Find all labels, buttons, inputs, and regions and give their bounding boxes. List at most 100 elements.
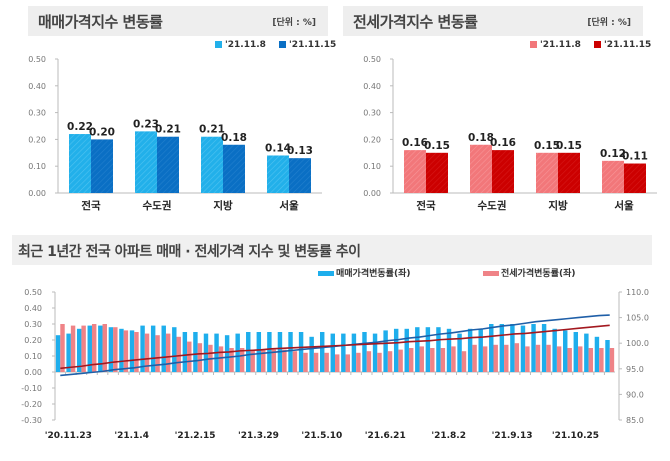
jeonse-change-bar bbox=[387, 351, 393, 372]
y-tick-label: 0.50 bbox=[28, 55, 46, 64]
sale-change-bar bbox=[478, 328, 483, 372]
left-y-tick-label: 0.30 bbox=[24, 320, 42, 329]
jeonse-change-bar bbox=[292, 351, 298, 372]
jeonse-change-bar bbox=[134, 332, 139, 372]
bar bbox=[426, 152, 448, 193]
left-y-tick-label: 0.40 bbox=[24, 304, 42, 313]
sale-change-bar bbox=[605, 340, 610, 372]
bar bbox=[492, 150, 514, 193]
y-tick-label: 0.50 bbox=[363, 55, 381, 64]
jeonse-change-bar bbox=[91, 324, 97, 372]
data-label: 0.14 bbox=[265, 142, 291, 154]
jeonse-change-bar bbox=[282, 349, 287, 372]
right-y-tick-label: 110.0 bbox=[626, 288, 649, 297]
bar bbox=[602, 160, 624, 193]
x-tick-label: 수도권 bbox=[143, 200, 172, 212]
sale-change-bar bbox=[319, 332, 325, 372]
jeonse-change-bar bbox=[144, 333, 150, 372]
x-tick-label: '21.2.15 bbox=[175, 431, 216, 441]
jeonse-change-bar bbox=[588, 348, 594, 372]
data-label: 0.21 bbox=[155, 124, 181, 136]
x-tick-label: 전국 bbox=[416, 199, 436, 212]
jeonse-change-bar bbox=[345, 354, 351, 372]
jeonse-change-bar bbox=[567, 348, 572, 372]
jeonse-change-bar bbox=[377, 352, 382, 372]
sale-change-bar bbox=[288, 332, 293, 372]
trend-chart: -0.30 -0.20 -0.10 0.00 0.10 0.20 0.30 0.40 0.50 8… bbox=[21, 288, 649, 441]
jeonse-change-bar bbox=[504, 344, 509, 372]
data-label: 0.21 bbox=[199, 124, 225, 136]
jeonse-change-bar bbox=[303, 352, 308, 372]
trend-panel-title: 최근 1년간 전국 아파트 매매 · 전세가격 지수 및 변동률 추이 bbox=[18, 244, 361, 260]
sale-change-bar bbox=[573, 332, 579, 372]
sale-change-bar bbox=[76, 328, 82, 372]
legend-label: '21.11.8 bbox=[225, 40, 266, 50]
sale-change-bar bbox=[309, 336, 314, 372]
x-tick-label: 지방 bbox=[548, 199, 568, 212]
x-tick-label: '21.6.21 bbox=[365, 431, 406, 441]
jeonse-change-bar bbox=[123, 330, 129, 372]
sale-change-bar bbox=[98, 325, 103, 372]
jeonse-change-bar bbox=[546, 344, 551, 372]
legend-label: '21.11.8 bbox=[540, 40, 581, 50]
sale-change-bar bbox=[119, 328, 124, 372]
jeonse-change-bar bbox=[430, 348, 435, 372]
left-y-tick-label: -0.10 bbox=[21, 384, 42, 393]
x-tick-label: '21.3.29 bbox=[238, 431, 279, 441]
bar bbox=[404, 150, 426, 193]
sale-change-bar bbox=[393, 328, 399, 372]
right-y-tick-label: 85.0 bbox=[626, 416, 644, 425]
sale-change-bar bbox=[182, 332, 188, 372]
sale-change-bar bbox=[531, 324, 536, 372]
sale-change-bar bbox=[415, 327, 420, 372]
y-tick-label: 0.40 bbox=[28, 82, 46, 91]
sale-change-bar bbox=[351, 333, 357, 372]
sale-change-bar bbox=[129, 330, 135, 372]
x-tick-label: '21.9.13 bbox=[492, 431, 533, 441]
sale-change-bar bbox=[161, 325, 166, 372]
bar bbox=[201, 136, 223, 193]
x-tick-label: 서울 bbox=[614, 199, 634, 212]
right-y-tick-label: 100.0 bbox=[626, 339, 649, 348]
data-label: 0.20 bbox=[89, 126, 115, 138]
right-y-tick-label: 90.0 bbox=[626, 390, 644, 399]
jeonse-change-bar bbox=[335, 354, 340, 372]
jeonse-change-bar bbox=[165, 333, 171, 372]
bar bbox=[69, 134, 91, 193]
bar bbox=[289, 158, 311, 193]
sale-change-bar bbox=[563, 330, 568, 372]
bar bbox=[624, 163, 646, 193]
left-y-tick-label: -0.20 bbox=[21, 400, 42, 409]
jeonse-change-bar bbox=[155, 335, 160, 372]
jeonse-change-bar bbox=[578, 346, 583, 372]
jeonse-change-bar bbox=[440, 348, 446, 372]
jeonse-change-bar bbox=[482, 346, 488, 372]
right-y-tick-label: 105.0 bbox=[626, 314, 649, 323]
sale-change-bar bbox=[436, 327, 441, 372]
sale-change-bar bbox=[87, 325, 92, 372]
jeonse-change-bar bbox=[324, 352, 329, 372]
left-y-tick-label: 0.50 bbox=[24, 288, 42, 297]
left-y-tick-label: 0.10 bbox=[24, 352, 42, 361]
data-label: 0.16 bbox=[402, 137, 428, 149]
jeonse-panel-title-bar: 전세가격지수 변동률 [단위 : %] bbox=[343, 6, 643, 36]
data-label: 0.16 bbox=[490, 137, 516, 149]
y-tick-label: 0.10 bbox=[363, 162, 381, 171]
x-tick-label: 서울 bbox=[279, 199, 299, 212]
jeonse-change-bar bbox=[461, 351, 467, 372]
x-tick-label: 지방 bbox=[213, 199, 233, 212]
x-tick-label: '20.11.23 bbox=[45, 431, 92, 441]
left-y-tick-label: -0.30 bbox=[21, 416, 42, 425]
jeonse-change-bar bbox=[197, 343, 203, 372]
jeonse-change-bar bbox=[451, 346, 456, 372]
x-tick-label: '21.5.10 bbox=[301, 431, 342, 441]
bar bbox=[470, 144, 492, 193]
trend-panel-title-bar: 최근 1년간 전국 아파트 매매 · 전세가격 지수 및 변동률 추이 bbox=[12, 235, 652, 265]
sale-change-bar bbox=[55, 335, 61, 372]
jeonse-change-bar bbox=[250, 349, 255, 372]
legend-item-sale-curr: '21.11.15 bbox=[279, 40, 336, 50]
bar bbox=[91, 139, 113, 193]
sale-change-bar bbox=[108, 327, 114, 372]
sale-change-bar bbox=[594, 336, 600, 372]
legend-label: '21.11.15 bbox=[604, 40, 652, 50]
